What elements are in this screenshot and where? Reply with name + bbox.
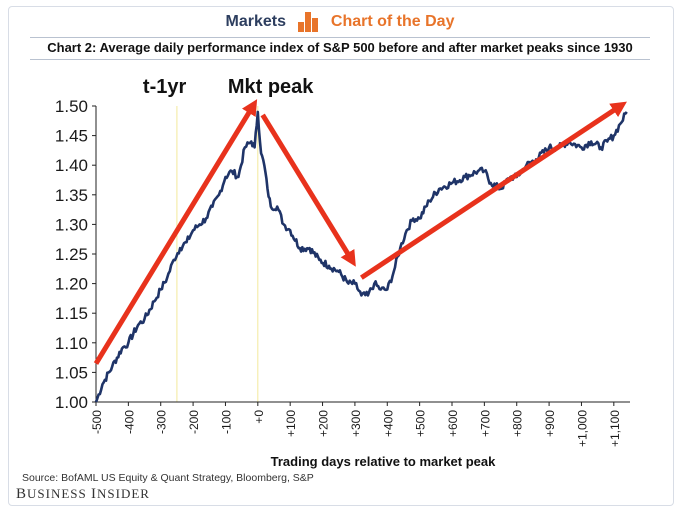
x-tick-label: +500 bbox=[414, 410, 428, 437]
trend-arrow-1 bbox=[260, 113, 356, 267]
x-tick-label: +100 bbox=[284, 410, 298, 437]
y-tick-label: 1.25 bbox=[55, 245, 88, 264]
x-tick-label: +700 bbox=[478, 410, 492, 437]
y-tick-label: 1.05 bbox=[55, 363, 88, 382]
x-tick-label: +600 bbox=[446, 410, 460, 437]
x-tick-label: +900 bbox=[543, 410, 557, 437]
x-tick-label: -100 bbox=[219, 410, 233, 434]
chart-title: Chart 2: Average daily performance index… bbox=[47, 40, 633, 55]
y-tick-label: 1.40 bbox=[55, 156, 88, 175]
header-right-word: Chart of the Day bbox=[330, 13, 455, 30]
header-divider bbox=[30, 37, 650, 38]
y-tick-label: 1.15 bbox=[55, 304, 88, 323]
y-tick-label: 1.20 bbox=[55, 275, 88, 294]
y-tick-label: 1.30 bbox=[55, 215, 88, 234]
trend-arrow-0 bbox=[93, 99, 258, 365]
brand-logo: BUSINESS INSIDER bbox=[16, 486, 150, 503]
y-tick-label: 1.45 bbox=[55, 127, 88, 146]
x-tick-label: +0 bbox=[252, 410, 266, 424]
bar-chart-icon bbox=[298, 12, 319, 32]
x-tick-label: +800 bbox=[511, 410, 525, 437]
y-tick-label: 1.00 bbox=[55, 393, 88, 412]
header-banner: Markets Chart of the Day bbox=[0, 12, 680, 38]
x-tick-label: -500 bbox=[90, 410, 104, 434]
x-tick-label: +200 bbox=[317, 410, 331, 437]
chart-frame bbox=[8, 6, 674, 506]
x-tick-label: -200 bbox=[187, 410, 201, 434]
brand-initial-i: I bbox=[91, 486, 98, 502]
trend-arrow-2 bbox=[360, 101, 627, 280]
x-tick-label: -300 bbox=[155, 410, 169, 434]
x-tick-label: +400 bbox=[381, 410, 395, 437]
y-tick-label: 1.10 bbox=[55, 334, 88, 353]
x-tick-label: -400 bbox=[122, 410, 136, 434]
brand-initial-b: B bbox=[16, 486, 28, 502]
y-tick-label: 1.35 bbox=[55, 186, 88, 205]
brand-part-2: NSIDER bbox=[97, 486, 150, 501]
title-divider bbox=[30, 59, 650, 60]
x-tick-label: +1,000 bbox=[575, 410, 589, 447]
annotation-label-0: t-1yr bbox=[143, 76, 187, 98]
brand-part-1: USINESS bbox=[27, 486, 92, 501]
x-tick-label: +1,100 bbox=[608, 410, 622, 447]
x-tick-label: +300 bbox=[349, 410, 363, 437]
x-axis-title: Trading days relative to market peak bbox=[271, 454, 496, 469]
y-tick-label: 1.50 bbox=[55, 97, 88, 116]
source-note: Source: BofAML US Equity & Quant Strateg… bbox=[22, 472, 314, 484]
annotation-label-1: Mkt peak bbox=[228, 76, 314, 98]
header-left-word: Markets bbox=[225, 13, 286, 30]
